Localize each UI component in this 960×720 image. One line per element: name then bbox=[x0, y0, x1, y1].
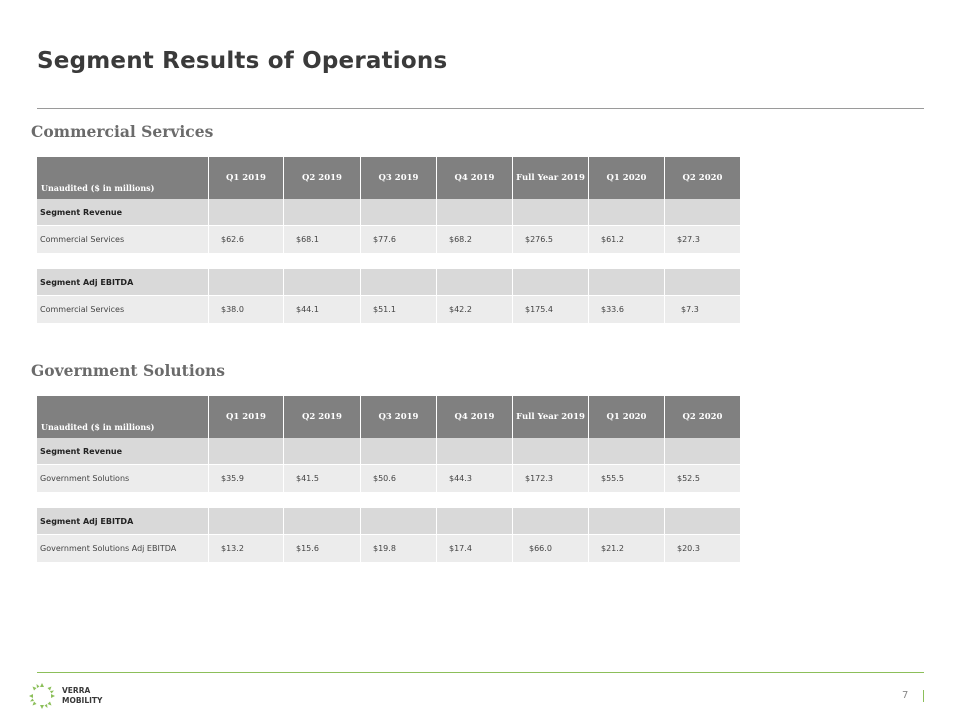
subheader-cell bbox=[209, 199, 283, 226]
value-cell: $62.6 bbox=[209, 226, 283, 253]
value-cell: $41.5 bbox=[284, 465, 360, 492]
column-header: Q3 2019 bbox=[361, 396, 436, 438]
value-cell: $61.2 bbox=[589, 226, 664, 253]
page-title: Segment Results of Operations bbox=[37, 48, 448, 74]
brand-wordmark: VERRA MOBILITY bbox=[62, 686, 102, 706]
column-header: Q2 2020 bbox=[665, 157, 740, 199]
title-divider bbox=[37, 108, 924, 109]
government-solutions-heading: Government Solutions bbox=[31, 361, 226, 380]
footer-divider bbox=[37, 672, 924, 673]
column-header: Q3 2019 bbox=[361, 157, 436, 199]
subheader-cell bbox=[437, 508, 512, 535]
row-label: Commercial Services bbox=[37, 226, 208, 253]
subheader-cell bbox=[437, 438, 512, 465]
column-header: Q2 2020 bbox=[665, 396, 740, 438]
value-cell: $172.3 bbox=[513, 465, 588, 492]
value-cell: $15.6 bbox=[284, 535, 360, 562]
subheader-cell bbox=[437, 269, 512, 296]
subheader-cell bbox=[513, 199, 588, 226]
verra-mobility-logo-icon bbox=[29, 683, 55, 709]
column-header: Full Year 2019 bbox=[513, 396, 588, 438]
subheader-cell bbox=[284, 199, 360, 226]
value-cell: $19.8 bbox=[361, 535, 436, 562]
value-cell: $27.3 bbox=[665, 226, 740, 253]
value-cell: $20.3 bbox=[665, 535, 740, 562]
brand-line-2: MOBILITY bbox=[62, 696, 103, 705]
column-header: Q1 2019 bbox=[209, 396, 283, 438]
subheader-cell bbox=[361, 269, 436, 296]
row-label: Government Solutions bbox=[37, 465, 208, 492]
header-label: Unaudited ($ in millions) bbox=[37, 396, 208, 438]
value-cell: $38.0 bbox=[209, 296, 283, 323]
subheader-cell bbox=[665, 269, 740, 296]
row-label: Commercial Services bbox=[37, 296, 208, 323]
segment-adj-ebitda-label: Segment Adj EBITDA bbox=[37, 508, 208, 535]
subheader-cell bbox=[665, 508, 740, 535]
subheader-cell bbox=[361, 508, 436, 535]
subheader-cell bbox=[665, 199, 740, 226]
subheader-cell bbox=[361, 438, 436, 465]
value-cell: $68.2 bbox=[437, 226, 512, 253]
column-header: Q2 2019 bbox=[284, 157, 360, 199]
row-label: Government Solutions Adj EBITDA bbox=[37, 535, 208, 562]
subheader-cell bbox=[589, 508, 664, 535]
column-header: Q1 2020 bbox=[589, 396, 664, 438]
value-cell: $17.4 bbox=[437, 535, 512, 562]
subheader-cell bbox=[284, 269, 360, 296]
brand-line-1: VERRA bbox=[62, 686, 91, 695]
subheader-cell bbox=[513, 269, 588, 296]
subheader-cell bbox=[513, 438, 588, 465]
subheader-cell bbox=[284, 438, 360, 465]
column-header: Q2 2019 bbox=[284, 396, 360, 438]
column-header: Q4 2019 bbox=[437, 157, 512, 199]
value-cell: $68.1 bbox=[284, 226, 360, 253]
subheader-cell bbox=[589, 438, 664, 465]
page-number: 7 bbox=[902, 690, 909, 701]
column-header: Q1 2020 bbox=[589, 157, 664, 199]
column-header: Q1 2019 bbox=[209, 157, 283, 199]
value-cell: $13.2 bbox=[209, 535, 283, 562]
value-cell: $77.6 bbox=[361, 226, 436, 253]
government-revenue-table: Unaudited ($ in millions) Q1 2019 Q2 201… bbox=[37, 396, 740, 492]
subheader-cell bbox=[284, 508, 360, 535]
commercial-ebitda-table: Segment Adj EBITDA Commercial Services $… bbox=[37, 269, 740, 323]
value-cell: $21.2 bbox=[589, 535, 664, 562]
subheader-cell bbox=[589, 269, 664, 296]
value-cell: $44.3 bbox=[437, 465, 512, 492]
commercial-services-heading: Commercial Services bbox=[31, 122, 214, 141]
value-cell: $276.5 bbox=[513, 226, 588, 253]
commercial-revenue-table: Unaudited ($ in millions) Q1 2019 Q2 201… bbox=[37, 157, 740, 253]
value-cell: $7.3 bbox=[665, 296, 740, 323]
header-label: Unaudited ($ in millions) bbox=[37, 157, 208, 199]
value-cell: $35.9 bbox=[209, 465, 283, 492]
subheader-cell bbox=[209, 269, 283, 296]
value-cell: $175.4 bbox=[513, 296, 588, 323]
value-cell: $44.1 bbox=[284, 296, 360, 323]
value-cell: $66.0 bbox=[513, 535, 588, 562]
value-cell: $52.5 bbox=[665, 465, 740, 492]
value-cell: $50.6 bbox=[361, 465, 436, 492]
subheader-cell bbox=[209, 508, 283, 535]
subheader-cell bbox=[437, 199, 512, 226]
subheader-cell bbox=[665, 438, 740, 465]
column-header: Q4 2019 bbox=[437, 396, 512, 438]
segment-adj-ebitda-label: Segment Adj EBITDA bbox=[37, 269, 208, 296]
value-cell: $42.2 bbox=[437, 296, 512, 323]
subheader-cell bbox=[209, 438, 283, 465]
subheader-cell bbox=[513, 508, 588, 535]
subheader-cell bbox=[589, 199, 664, 226]
segment-revenue-label: Segment Revenue bbox=[37, 199, 208, 226]
government-ebitda-table: Segment Adj EBITDA Government Solutions … bbox=[37, 508, 740, 562]
segment-revenue-label: Segment Revenue bbox=[37, 438, 208, 465]
value-cell: $55.5 bbox=[589, 465, 664, 492]
page-number-bar bbox=[923, 690, 924, 702]
column-header: Full Year 2019 bbox=[513, 157, 588, 199]
value-cell: $51.1 bbox=[361, 296, 436, 323]
subheader-cell bbox=[361, 199, 436, 226]
value-cell: $33.6 bbox=[589, 296, 664, 323]
